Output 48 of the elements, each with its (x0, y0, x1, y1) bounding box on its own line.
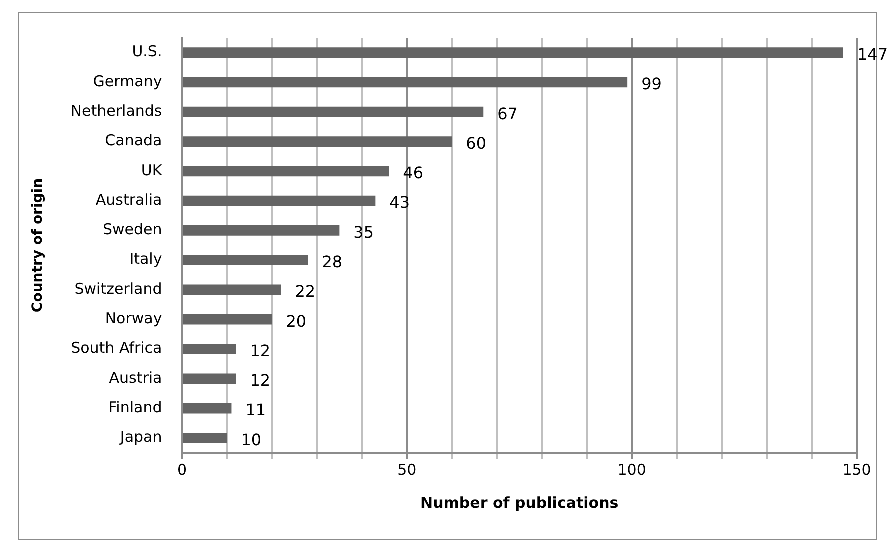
bar (182, 432, 228, 444)
bar (182, 166, 390, 177)
data-label: 22 (295, 282, 316, 302)
data-label: 35 (354, 222, 374, 242)
bar (182, 77, 628, 88)
y-tick-label: U.S. (132, 42, 162, 61)
bar (182, 374, 236, 384)
x-tick-label: 0 (177, 460, 188, 479)
bar (182, 225, 340, 236)
bar (182, 196, 376, 206)
bar (182, 136, 452, 147)
bar (182, 284, 282, 296)
y-tick-label: Norway (105, 310, 162, 328)
data-label: 11 (246, 400, 266, 420)
data-label: 20 (286, 312, 307, 331)
x-axis-title: Number of publications (420, 494, 619, 512)
bar (182, 48, 844, 58)
data-label: 46 (403, 164, 424, 183)
y-tick-label: Japan (119, 428, 162, 446)
y-tick-label: Italy (130, 250, 162, 268)
bar (182, 255, 308, 266)
bar (182, 344, 236, 354)
x-tick-label: 100 (618, 460, 646, 479)
y-tick-label: Switzerland (74, 280, 162, 298)
data-label: 67 (498, 104, 518, 124)
y-tick-label: Finland (108, 398, 162, 416)
x-tick-label: 150 (842, 460, 872, 479)
x-tick-label: 50 (398, 460, 417, 479)
data-label: 10 (241, 430, 262, 450)
y-tick-label: UK (141, 161, 164, 180)
y-tick-label: Australia (96, 190, 162, 209)
y-tick-label: Netherlands (70, 102, 162, 120)
data-label: 12 (250, 371, 271, 390)
data-label: 12 (250, 341, 271, 360)
bar (182, 314, 272, 325)
y-tick-label: Austria (109, 368, 162, 387)
data-label: 60 (466, 134, 486, 153)
data-label: 28 (322, 252, 343, 272)
bar (182, 403, 232, 414)
y-tick-label: Germany (93, 72, 162, 90)
y-tick-label: South Africa (71, 339, 162, 358)
y-tick-label: Sweden (102, 220, 162, 239)
data-label: 147 (858, 44, 888, 64)
bar (182, 106, 484, 118)
y-tick-label: Canada (105, 132, 162, 150)
data-label: 43 (390, 193, 410, 212)
y-axis-title: Country of origin (30, 178, 46, 313)
data-label: 99 (642, 74, 662, 94)
